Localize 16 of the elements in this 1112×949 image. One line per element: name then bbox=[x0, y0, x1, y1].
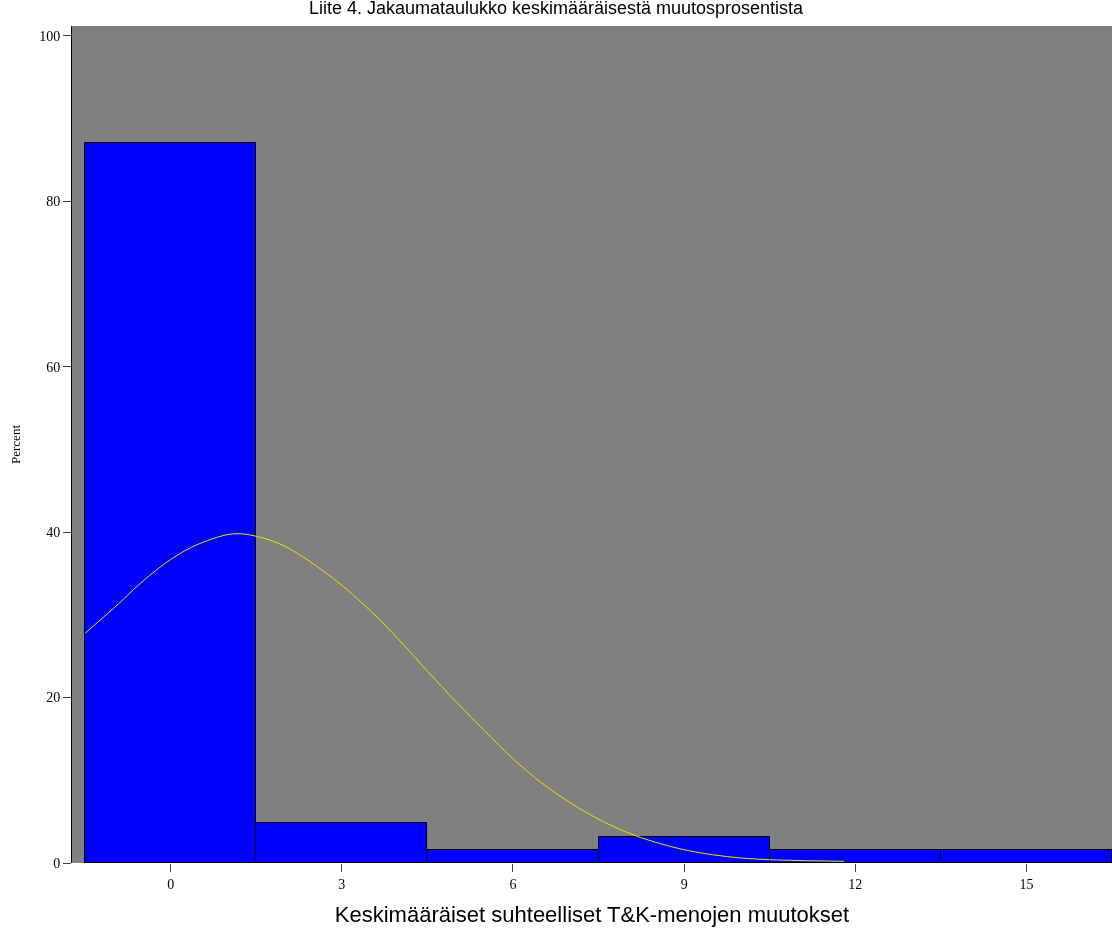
y-tick-label: 60 bbox=[46, 359, 61, 375]
x-axis-title: Keskimääräiset suhteelliset T&K-menojen muutokset bbox=[334, 901, 850, 927]
line-series bbox=[84, 533, 845, 862]
x-tick-label: 15 bbox=[1019, 876, 1034, 892]
y-tick-label: 0 bbox=[53, 855, 61, 871]
chart-title: Liite 4. Jakaumataulukko keskimääräisestä muutosprosentista bbox=[308, 0, 805, 18]
y-tick-label: 80 bbox=[46, 194, 61, 210]
x-tick-label: 6 bbox=[509, 876, 517, 892]
x-tick-label: 9 bbox=[680, 876, 688, 892]
x-tick-label: 12 bbox=[848, 876, 863, 892]
y-tick-label: 100 bbox=[39, 28, 61, 44]
x-tick-label: 0 bbox=[167, 876, 175, 892]
y-tick-label: 40 bbox=[46, 525, 61, 541]
x-tick-label: 3 bbox=[338, 876, 346, 892]
y-tick-label: 20 bbox=[46, 690, 61, 706]
y-axis-title: Percent bbox=[8, 424, 24, 464]
